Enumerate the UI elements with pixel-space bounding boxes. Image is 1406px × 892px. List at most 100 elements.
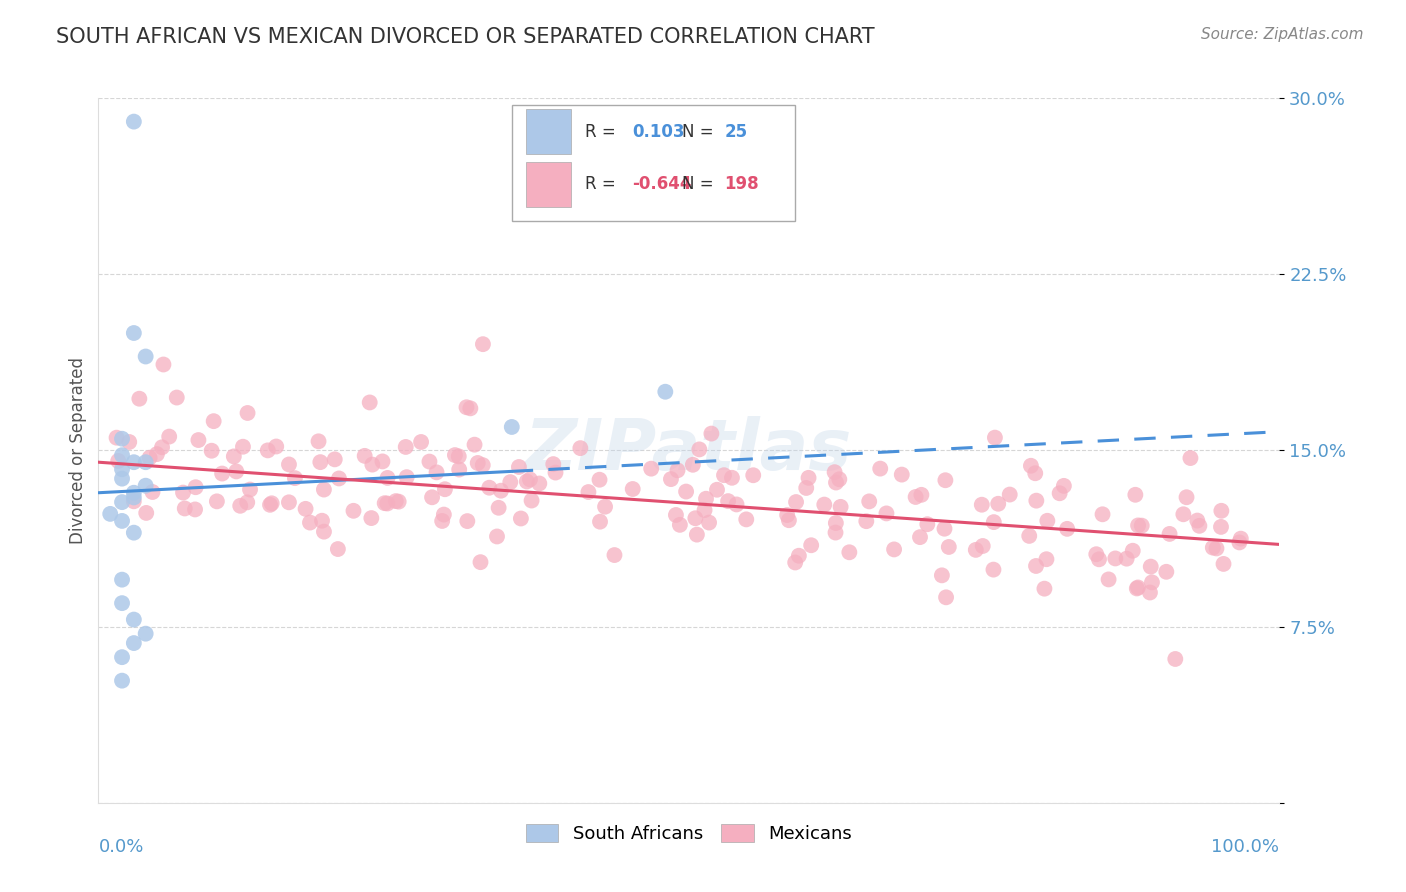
Point — [603, 548, 626, 562]
Point — [825, 475, 848, 490]
Point — [425, 466, 447, 480]
Point — [593, 500, 616, 514]
Point — [983, 563, 1005, 577]
Point — [488, 500, 510, 515]
Point — [858, 494, 880, 508]
Point — [471, 458, 494, 472]
Point — [1025, 558, 1047, 573]
Point — [256, 443, 278, 458]
Point — [211, 467, 233, 481]
Point — [1180, 451, 1202, 466]
FancyBboxPatch shape — [526, 109, 571, 154]
Point — [1024, 467, 1046, 481]
FancyBboxPatch shape — [526, 161, 571, 207]
Point — [569, 441, 592, 455]
Point — [1104, 551, 1126, 566]
Point — [935, 591, 957, 605]
Point — [323, 452, 346, 467]
Point — [326, 542, 349, 557]
Point — [135, 350, 157, 364]
Point — [509, 511, 531, 525]
Point — [342, 504, 364, 518]
Point — [420, 490, 443, 504]
Text: N =: N = — [682, 122, 718, 141]
Point — [640, 461, 662, 475]
Point — [184, 502, 207, 516]
Text: N =: N = — [682, 176, 718, 194]
Text: 25: 25 — [724, 122, 748, 141]
Point — [983, 515, 1005, 529]
Point — [1211, 504, 1233, 518]
Point — [309, 455, 332, 469]
Point — [409, 435, 432, 450]
Point — [984, 431, 1007, 445]
Point — [904, 490, 927, 504]
Point — [800, 538, 823, 552]
Point — [328, 471, 350, 485]
Point — [278, 495, 301, 509]
Point — [418, 454, 440, 468]
Point — [111, 514, 134, 528]
Point — [430, 514, 453, 528]
Text: R =: R = — [585, 122, 621, 141]
Point — [205, 494, 228, 508]
Point — [135, 506, 157, 520]
Point — [735, 512, 758, 526]
Point — [478, 481, 501, 495]
Point — [359, 395, 381, 409]
Point — [1209, 520, 1232, 534]
Point — [1159, 527, 1181, 541]
Text: Source: ZipAtlas.com: Source: ZipAtlas.com — [1201, 27, 1364, 42]
Point — [785, 495, 807, 509]
Point — [665, 508, 688, 522]
Point — [1115, 551, 1137, 566]
Text: R =: R = — [585, 176, 621, 194]
Point — [1126, 582, 1149, 596]
Point — [374, 496, 396, 510]
Text: SOUTH AFRICAN VS MEXICAN DIVORCED OR SEPARATED CORRELATION CHART: SOUTH AFRICAN VS MEXICAN DIVORCED OR SEP… — [56, 27, 875, 46]
Point — [1097, 573, 1119, 587]
Point — [1018, 529, 1040, 543]
Point — [111, 472, 134, 486]
Point — [471, 337, 494, 351]
Point — [908, 530, 931, 544]
Point — [138, 450, 160, 465]
Point — [259, 498, 281, 512]
Point — [654, 384, 676, 399]
Point — [111, 650, 134, 665]
Point — [485, 529, 508, 543]
Point — [1212, 557, 1234, 571]
Point — [713, 468, 735, 483]
Point — [371, 454, 394, 468]
Point — [122, 485, 145, 500]
Point — [824, 465, 846, 479]
Point — [813, 498, 835, 512]
Point — [685, 511, 707, 525]
Text: 198: 198 — [724, 176, 759, 194]
Point — [460, 401, 482, 416]
Point — [308, 434, 330, 449]
Text: 0.0%: 0.0% — [98, 838, 143, 856]
Point — [444, 448, 467, 462]
Point — [972, 539, 994, 553]
Point — [659, 472, 682, 486]
Point — [107, 454, 129, 468]
Point — [353, 449, 375, 463]
Point — [467, 456, 489, 470]
Point — [706, 483, 728, 497]
Point — [225, 464, 247, 478]
Point — [776, 508, 799, 522]
Point — [830, 500, 852, 514]
Point — [700, 426, 723, 441]
Point — [666, 463, 689, 477]
Point — [1230, 532, 1253, 546]
Point — [669, 517, 692, 532]
Point — [686, 527, 709, 541]
Point — [499, 475, 522, 490]
Point — [470, 555, 492, 569]
Point — [375, 496, 398, 510]
Point — [1126, 581, 1149, 595]
Point — [222, 450, 245, 464]
Point — [236, 495, 259, 509]
Point — [111, 448, 134, 462]
